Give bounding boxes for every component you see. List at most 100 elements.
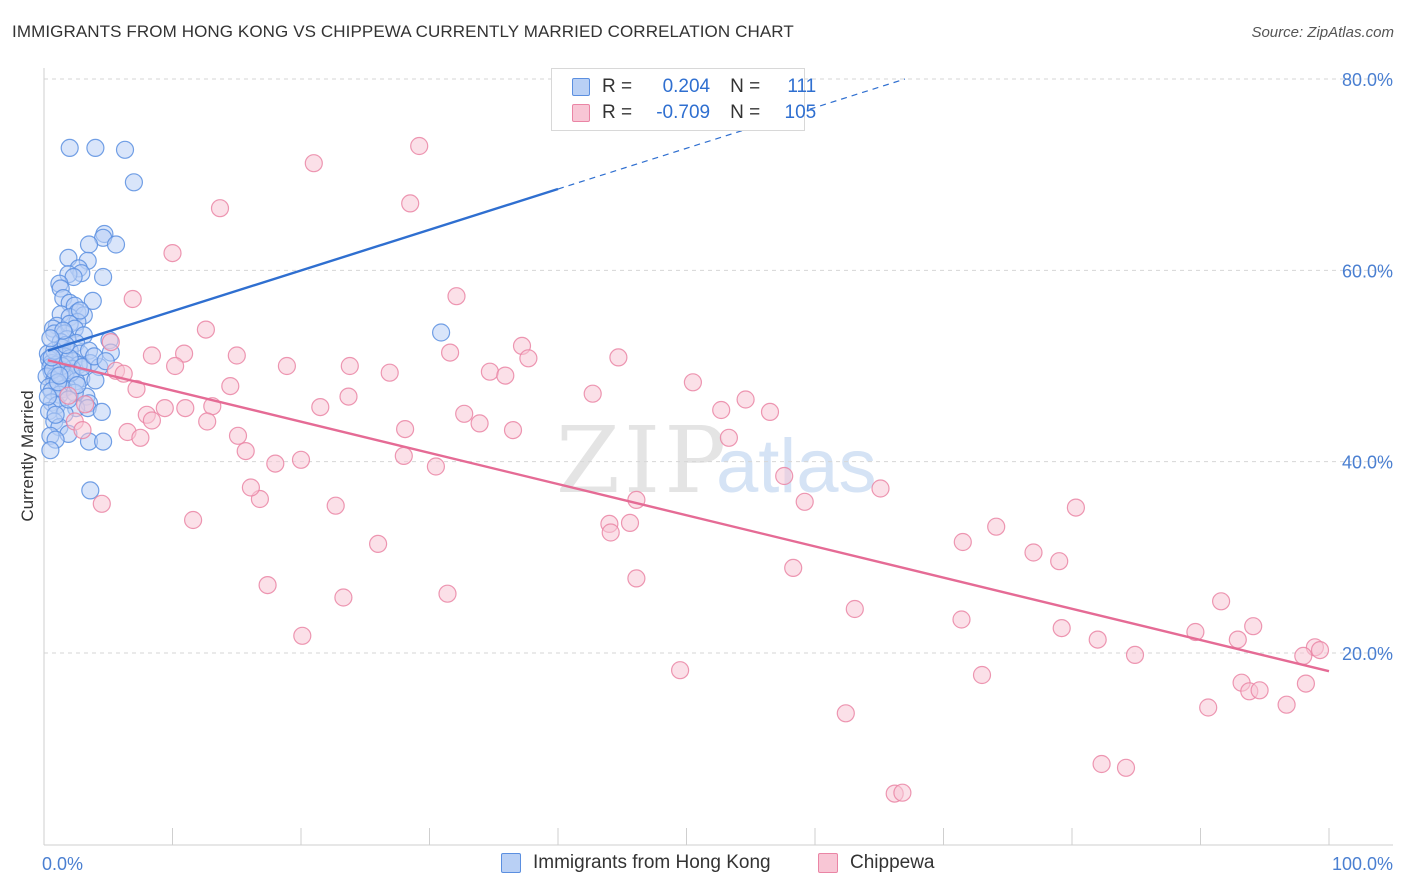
correlation-legend: R = 0.204 N = 111 R = -0.709 N = 105 [551, 68, 816, 131]
point-chippewa-42 [396, 420, 415, 439]
y-tick-label-60: 60.0% [1342, 261, 1393, 281]
point-chippewa-34 [176, 399, 195, 418]
point-chippewa-64 [987, 517, 1006, 536]
point-chippewa-60 [1066, 498, 1086, 517]
legend-r-value-hong-kong: 0.204 [662, 76, 711, 97]
point-chippewa-23 [683, 373, 703, 392]
point-chippewa-45 [73, 421, 92, 440]
x-tick-label-max: 100.0% [1332, 854, 1393, 874]
point-chippewa-79 [1244, 617, 1263, 636]
point-chippewa-81 [1186, 622, 1205, 642]
point-chippewa-54 [775, 466, 794, 486]
point-chippewa-97 [836, 704, 855, 723]
point-chippewa-26 [583, 384, 602, 403]
point-hong-kong-89 [81, 481, 100, 500]
point-chippewa-73 [258, 575, 277, 595]
trend-line-extension-hong-kong [557, 78, 906, 190]
y-tick-labels: 20.0% 40.0% 60.0% 80.0% [1342, 70, 1393, 664]
point-chippewa-69 [1024, 543, 1043, 562]
point-chippewa-49 [236, 442, 255, 461]
point-chippewa-15 [609, 348, 628, 367]
point-hong-kong-106 [41, 329, 60, 348]
point-chippewa-101 [893, 783, 912, 802]
point-chippewa-25 [127, 379, 146, 399]
point-chippewa-58 [326, 496, 345, 515]
point-chippewa-70 [1050, 552, 1069, 571]
point-hong-kong-7 [106, 235, 126, 254]
watermark-atlas: atlas [716, 424, 877, 509]
point-chippewa-86 [1310, 640, 1330, 660]
point-chippewa-50 [394, 446, 413, 465]
point-chippewa-68 [369, 534, 388, 554]
point-chippewa-8 [101, 333, 120, 352]
point-chippewa-83 [1088, 630, 1107, 649]
point-chippewa-61 [795, 492, 814, 511]
point-chippewa-88 [1294, 646, 1313, 666]
legend-item-hong-kong: Immigrants from Hong Kong [501, 852, 771, 874]
point-chippewa-9 [175, 344, 194, 363]
point-chippewa-62 [184, 510, 203, 530]
point-chippewa-84 [1228, 630, 1247, 649]
point-chippewa-99 [1116, 758, 1136, 777]
point-chippewa-43 [503, 421, 523, 440]
trend-lines [47, 78, 1330, 673]
point-hong-kong-87 [93, 432, 113, 451]
point-chippewa-36 [455, 404, 474, 423]
point-chippewa-24 [221, 377, 240, 396]
legend-label-chippewa: Chippewa [850, 852, 935, 873]
x-tick-labels: 0.0% 100.0% [42, 854, 1393, 874]
point-chippewa-72 [627, 569, 646, 588]
point-chippewa-32 [311, 398, 330, 417]
point-chippewa-53 [426, 457, 445, 476]
legend-n-label: N = [730, 76, 761, 97]
y-tick-label-80: 80.0% [1342, 70, 1393, 90]
point-chippewa-4 [163, 244, 182, 263]
point-chippewa-29 [155, 399, 174, 418]
point-hong-kong-103 [46, 405, 65, 424]
point-hong-kong-88 [41, 441, 60, 460]
point-chippewa-66 [601, 523, 620, 542]
point-chippewa-55 [871, 479, 890, 498]
legend-swatch-chippewa [572, 104, 590, 122]
legend-item-chippewa: Chippewa [818, 852, 935, 874]
point-chippewa-87 [1125, 645, 1145, 665]
point-chippewa-31 [736, 390, 755, 409]
point-chippewa-7 [196, 320, 215, 339]
point-chippewa-0 [410, 136, 429, 156]
point-chippewa-18 [340, 356, 359, 376]
point-chippewa-12 [142, 346, 161, 365]
legend-r-label: R = [602, 102, 633, 123]
legend-n-value-chippewa: 105 [784, 102, 817, 123]
point-chippewa-48 [719, 428, 739, 447]
point-chippewa-90 [972, 665, 992, 685]
point-chippewa-75 [334, 588, 353, 607]
point-chippewa-5 [447, 287, 466, 306]
point-chippewa-35 [712, 400, 731, 420]
point-hong-kong-90 [432, 323, 451, 342]
y-axis-label: Currently Married [18, 390, 37, 521]
point-chippewa-19 [380, 363, 399, 382]
point-hong-kong-14 [93, 267, 113, 287]
trend-line-hong-kong [47, 187, 559, 352]
point-hong-kong-79 [92, 402, 111, 421]
point-chippewa-63 [620, 513, 640, 533]
point-chippewa-104 [496, 366, 515, 385]
point-hong-kong-0 [60, 138, 79, 157]
legend-swatch-hong-kong [501, 853, 521, 873]
point-chippewa-82 [293, 626, 312, 645]
legend-row-hong-kong: R = 0.204 N = 111 [572, 76, 816, 98]
point-chippewa-80 [1052, 618, 1071, 638]
legend-n-value-hong-kong: 111 [787, 76, 817, 97]
chart-title: IMMIGRANTS FROM HONG KONG VS CHIPPEWA CU… [12, 22, 794, 41]
point-chippewa-96 [1277, 695, 1296, 714]
point-chippewa-1 [304, 154, 323, 173]
point-chippewa-52 [266, 454, 285, 473]
point-chippewa-77 [845, 599, 864, 619]
point-chippewa-41 [470, 414, 489, 433]
point-chippewa-102 [241, 478, 260, 497]
point-hong-kong-18 [83, 291, 102, 310]
point-chippewa-27 [339, 387, 358, 406]
point-chippewa-6 [123, 289, 142, 309]
y-tick-label-40: 40.0% [1342, 453, 1393, 473]
point-chippewa-33 [760, 402, 780, 421]
